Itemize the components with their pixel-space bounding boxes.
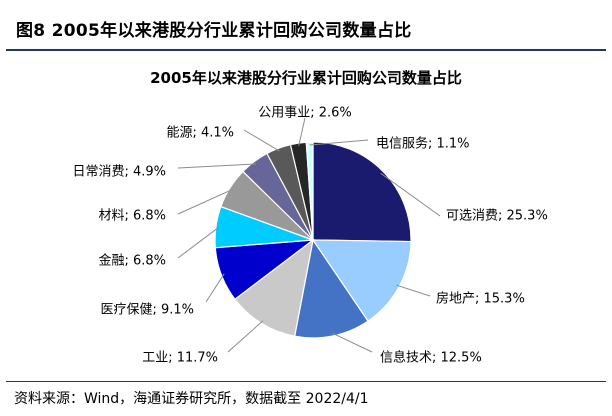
leader-line xyxy=(177,188,233,215)
slice-label: 工业; 11.7% xyxy=(142,351,218,366)
leader-line xyxy=(331,332,373,353)
pie-slice xyxy=(311,239,412,322)
slice-labels: 可选消费; 25.3% 房地产; 15.3% 信息技术; 12.5% 工业; 11.7… xyxy=(72,106,547,366)
leader-line xyxy=(380,172,441,217)
figure-title: 图8 2005年以来港股分行业累计回购公司数量占比 xyxy=(16,21,412,41)
slice-label: 医疗保健; 9.1% xyxy=(100,303,194,318)
slice-label: 材料; 6.8% xyxy=(98,209,166,224)
leader-line xyxy=(227,320,264,353)
pie-chart: 2005年以来港股分行业累计回购公司数量占比 可选消费; 25.3% 房地产; 1… xyxy=(72,69,547,366)
pie-slice xyxy=(293,238,369,339)
leader-line xyxy=(243,129,280,152)
pie-slice xyxy=(305,141,314,241)
leader-line xyxy=(298,117,306,147)
figure-title-bar: 图8 2005年以来港股分行业累计回购公司数量占比 xyxy=(6,15,606,41)
slice-label: 可选消费; 25.3% xyxy=(446,209,548,224)
slice-label: 金融; 6.8% xyxy=(98,253,166,269)
slice-label: 能源; 4.1% xyxy=(166,126,234,141)
leader-line xyxy=(177,163,257,169)
leader-line xyxy=(396,284,431,297)
slice-label: 日常消费; 4.9% xyxy=(72,165,166,180)
leader-line xyxy=(309,139,369,146)
chart-title: 2005年以来港股分行业累计回购公司数量占比 xyxy=(150,69,462,87)
pie-slices xyxy=(214,141,412,339)
pie-slice xyxy=(312,141,412,243)
source-note: 资料来源：Wind，海通证券研究所，数据截至 2022/4/1 xyxy=(14,391,369,407)
leader-lines xyxy=(177,117,441,353)
slice-label: 信息技术; 12.5% xyxy=(380,350,482,366)
leader-line xyxy=(205,273,225,303)
slice-label: 电信服务; 1.1% xyxy=(376,136,470,152)
source-rule xyxy=(6,381,606,382)
slice-label: 公用事业; 2.6% xyxy=(258,106,352,121)
title-rule xyxy=(6,49,606,51)
leader-line xyxy=(177,226,220,259)
slice-label: 房地产; 15.3% xyxy=(436,291,525,307)
pie-slice xyxy=(234,238,314,337)
